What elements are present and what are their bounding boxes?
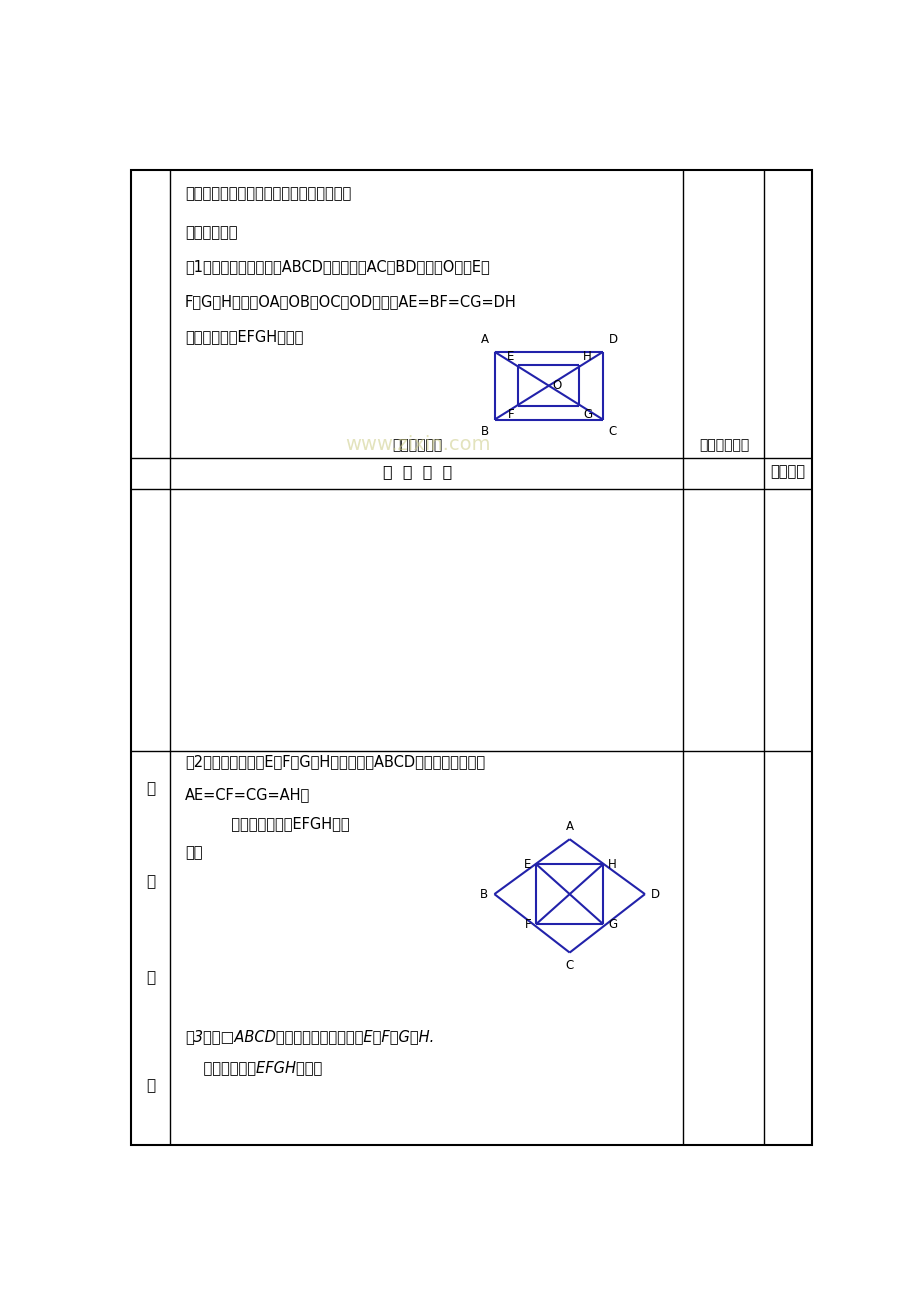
Text: G: G [583,409,592,422]
Text: 例2、已知：如图，E、F、G、H分别是菱形ABCD的各边上的点，且: 例2、已知：如图，E、F、G、H分别是菱形ABCD的各边上的点，且 [185,754,484,768]
Text: 形。: 形。 [185,845,202,861]
Text: 个案调整: 个案调整 [769,465,805,479]
Text: C: C [607,424,616,437]
Text: 求证：四边形EFGH是矩形: 求证：四边形EFGH是矩形 [185,1060,322,1075]
Text: 学生主体活动: 学生主体活动 [698,437,748,452]
Text: D: D [607,333,617,346]
Text: D: D [651,888,660,901]
Text: 程: 程 [146,1078,154,1092]
Text: F: F [507,409,514,422]
Text: 例1、已知：如图，矩形ABCD中，对角线AC、BD交于点O，点E、: 例1、已知：如图，矩形ABCD中，对角线AC、BD交于点O，点E、 [185,259,489,275]
Text: 学: 学 [146,874,154,889]
Text: 三、典型例题: 三、典型例题 [185,225,237,240]
Text: E: E [506,350,514,363]
Text: 教  学  内  容: 教 学 内 容 [382,465,452,479]
Text: F、G、H分别在OA、OB、OC、OD上，且AE=BF=CG=DH: F、G、H分别在OA、OB、OC、OD上，且AE=BF=CG=DH [185,294,516,309]
Text: A: A [481,333,489,346]
Text: 过: 过 [146,970,154,986]
Text: B: B [480,888,488,901]
Text: O: O [552,379,562,392]
Text: H: H [583,350,591,363]
Text: B: B [481,424,489,437]
Text: 教师主导活动: 教师主导活动 [392,437,442,452]
Text: E: E [524,858,531,871]
Text: AE=CF=CG=AH。: AE=CF=CG=AH。 [185,786,310,802]
Text: C: C [565,958,573,971]
Text: 求证：四边形EFGH是矩形: 求证：四边形EFGH是矩形 [185,328,303,344]
Text: 例3如图□ABCD，四内角平分线相交于E、F、G、H.: 例3如图□ABCD，四内角平分线相交于E、F、G、H. [185,1030,434,1044]
Text: F: F [524,918,531,931]
Text: 求证：四边形是EFGH是矩: 求证：四边形是EFGH是矩 [185,816,349,831]
Text: H: H [607,858,616,871]
Text: G: G [607,918,617,931]
Text: www.zixin.com: www.zixin.com [345,435,490,454]
Text: A: A [565,820,573,833]
Text: 教: 教 [146,781,154,797]
Text: （三）回答：怎样检查一个门框是不是矩形: （三）回答：怎样检查一个门框是不是矩形 [185,186,351,202]
